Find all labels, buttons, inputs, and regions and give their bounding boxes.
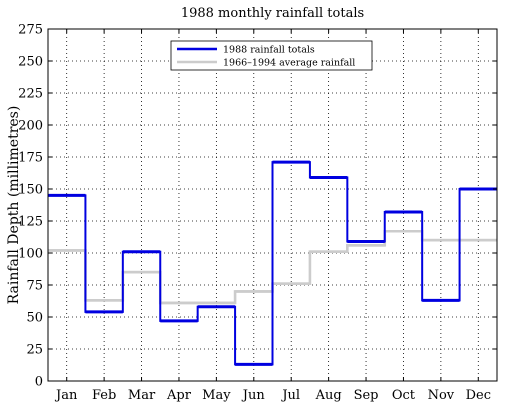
chart-title: 1988 monthly rainfall totals	[181, 6, 364, 21]
y-tick-label: 175	[18, 151, 43, 166]
x-tick-label: Jan	[54, 388, 78, 403]
legend-box	[170, 40, 373, 71]
y-tick-label: 0	[35, 375, 43, 390]
x-tick-label: May	[202, 388, 231, 403]
x-tick-label: Nov	[428, 388, 455, 403]
y-tick-label: 275	[18, 23, 43, 38]
y-axis-title: Rainfall Depth (millimetres)	[6, 106, 22, 305]
plot-frame	[47, 28, 498, 382]
x-tick-label: Jun	[241, 388, 266, 403]
series-layer	[48, 160, 497, 366]
y-tick-label: 250	[18, 55, 43, 70]
legend-label-1966-1994-average-rainfall: 1966–1994 average rainfall	[223, 58, 355, 69]
y-tick-label: 125	[18, 215, 43, 230]
x-tick-label: Jul	[280, 388, 300, 403]
tick-layer: 0 25 50 75 100 125 150 175 200 225 250 275 Jan Feb Mar…	[18, 23, 497, 403]
x-tick-label: Aug	[315, 388, 342, 403]
x-tick-label: Sep	[354, 388, 379, 403]
y-tick-label: 150	[18, 183, 43, 198]
x-tick-label: Mar	[128, 388, 156, 403]
y-tick-label: 225	[18, 87, 43, 102]
x-tick-label: Dec	[466, 388, 491, 403]
series-line-1988-rainfall-totals	[48, 161, 497, 366]
y-tick-label: 50	[26, 311, 43, 326]
y-tick-label: 100	[18, 247, 43, 262]
x-tick-label: Oct	[392, 388, 416, 403]
y-tick-label: 75	[26, 279, 43, 294]
x-tick-label: Apr	[166, 388, 192, 403]
legend: 1988 rainfall totals 1966–1994 average ra…	[170, 40, 373, 71]
legend-label-1988-rainfall-totals: 1988 rainfall totals	[223, 45, 315, 56]
y-tick-label: 200	[18, 119, 43, 134]
x-tick-label: Feb	[92, 388, 116, 403]
y-tick-label: 25	[26, 343, 43, 358]
